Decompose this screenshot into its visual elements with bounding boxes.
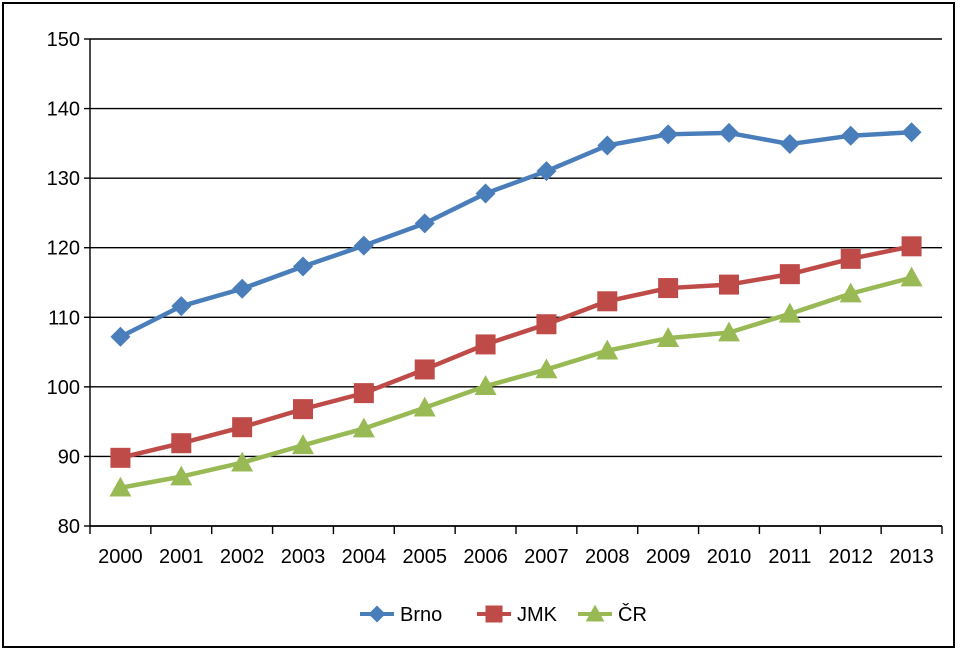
y-tick-label: 90 — [58, 446, 80, 468]
data-point — [900, 266, 923, 287]
x-tick-label: 2000 — [98, 546, 143, 568]
x-tick-label: 2011 — [768, 546, 811, 568]
x-tick-label: 2012 — [828, 546, 873, 568]
legend-label: JMK — [517, 604, 558, 626]
legend-marker — [368, 605, 386, 623]
data-point — [779, 264, 800, 285]
data-point — [352, 417, 375, 438]
x-tick-label: 2008 — [585, 546, 630, 568]
data-point — [475, 334, 496, 355]
legend-marker — [485, 605, 503, 623]
data-point — [293, 399, 313, 420]
data-point — [840, 125, 861, 146]
series — [109, 122, 923, 497]
data-point — [535, 358, 558, 379]
data-point — [293, 256, 313, 277]
y-tick-label: 140 — [47, 99, 80, 121]
data-point — [779, 134, 800, 155]
x-tick-label: 2013 — [889, 546, 934, 568]
data-point — [475, 183, 496, 204]
legend-marker — [585, 604, 605, 622]
x-tick-label: 2001 — [159, 546, 204, 568]
x-tick-label: 2005 — [402, 546, 447, 568]
x-tick-labels: 2000 2001 2002 2003 2004 2005 2006 2007 2008 2009… — [98, 546, 934, 568]
data-point — [597, 135, 618, 156]
data-point — [414, 213, 435, 234]
gridlines — [90, 38, 942, 527]
x-tick-label: 2002 — [220, 546, 265, 568]
data-point — [840, 248, 861, 269]
legend-label: Brno — [400, 604, 442, 626]
data-point — [658, 124, 679, 145]
data-point — [839, 282, 862, 303]
data-point — [718, 321, 740, 342]
data-point — [901, 236, 922, 257]
series-line-jmk — [119, 244, 913, 461]
data-point — [110, 326, 131, 347]
data-point — [171, 296, 192, 317]
data-point — [901, 122, 922, 143]
data-point — [292, 434, 314, 455]
data-point — [353, 383, 374, 404]
x-tick-label: 2009 — [646, 546, 691, 568]
data-point — [474, 375, 497, 395]
data-point — [232, 417, 253, 438]
x-tick-label: 2007 — [524, 546, 569, 568]
data-point — [719, 274, 739, 295]
data-point — [232, 278, 253, 299]
data-point — [171, 433, 192, 454]
data-point — [109, 476, 132, 497]
data-point — [596, 339, 619, 360]
data-point — [658, 278, 679, 299]
legend-label: ČR — [618, 603, 647, 626]
axes — [84, 38, 943, 534]
data-point — [353, 235, 374, 256]
legend: Brno JMK ČR — [360, 603, 647, 626]
x-tick-label: 2003 — [281, 546, 326, 568]
data-point — [597, 291, 618, 312]
data-point — [778, 302, 801, 323]
data-point — [536, 314, 557, 335]
data-point — [231, 451, 254, 472]
data-point — [170, 465, 193, 486]
series-line-čr — [120, 275, 913, 490]
series-line-brno — [119, 129, 912, 339]
x-tick-label: 2010 — [707, 546, 752, 568]
y-tick-label: 130 — [47, 168, 80, 190]
x-tick-label: 2006 — [463, 546, 508, 568]
data-point — [657, 327, 680, 347]
y-tick-label: 110 — [48, 307, 80, 329]
y-tick-label: 120 — [47, 238, 80, 260]
y-tick-label: 100 — [47, 377, 80, 399]
data-point — [413, 396, 436, 417]
data-point — [536, 161, 557, 182]
data-point — [414, 359, 435, 380]
y-tick-labels: 80 90 100 110 120 130 140 150 — [47, 29, 80, 538]
y-tick-label: 150 — [47, 29, 80, 51]
data-point — [719, 122, 739, 143]
y-tick-label: 80 — [58, 516, 80, 538]
data-point — [110, 447, 131, 468]
x-tick-label: 2004 — [342, 546, 387, 568]
